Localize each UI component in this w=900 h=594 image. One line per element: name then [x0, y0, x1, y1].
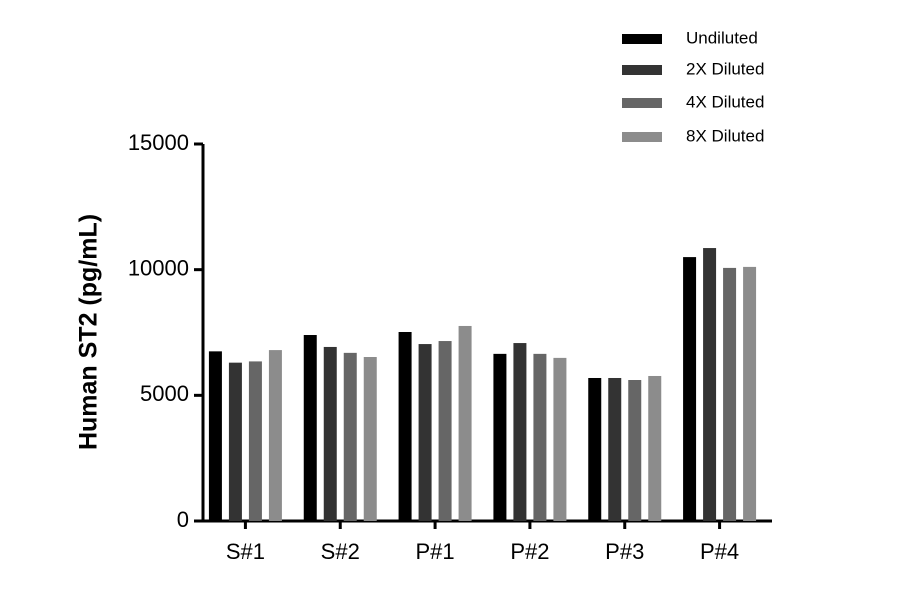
bar [533, 353, 547, 521]
y-tick-label: 15000 [128, 130, 189, 155]
y-axis-label: Human ST2 (pg/mL) [75, 214, 103, 450]
legend-label: 4X Diluted [686, 92, 764, 111]
legend-label: 2X Diluted [686, 59, 764, 78]
bar [703, 248, 717, 521]
x-tick-label: P#4 [700, 539, 739, 564]
legend-label: 8X Diluted [686, 126, 764, 145]
bar [723, 267, 737, 521]
legend-label: Undiluted [686, 28, 758, 47]
bar [418, 344, 432, 521]
x-tick-label: S#2 [321, 539, 360, 564]
bar [248, 361, 262, 521]
bar [268, 350, 282, 521]
bar [208, 351, 222, 521]
bar [743, 266, 757, 521]
legend-swatch [622, 34, 662, 44]
bar [493, 353, 507, 521]
legend-swatch [622, 132, 662, 142]
legend-swatch [622, 98, 662, 108]
legend-swatch [622, 65, 662, 75]
bar [683, 257, 697, 521]
bar [553, 357, 567, 521]
bar [458, 325, 472, 521]
bar [398, 331, 412, 521]
bar [608, 377, 622, 521]
bar [628, 380, 642, 521]
y-tick-label: 5000 [140, 381, 189, 406]
y-tick-label: 10000 [128, 255, 189, 280]
y-tick-label: 0 [177, 507, 189, 532]
bar [323, 346, 337, 521]
bar [343, 352, 357, 521]
x-tick-label: P#3 [605, 539, 644, 564]
bar [363, 357, 377, 521]
bar [438, 341, 452, 521]
x-tick-label: P#2 [510, 539, 549, 564]
x-tick-label: S#1 [226, 539, 265, 564]
bar [648, 375, 662, 521]
x-tick-label: P#1 [416, 539, 455, 564]
bar [513, 343, 527, 521]
bar [588, 377, 602, 521]
bar [303, 335, 317, 521]
bar [228, 362, 242, 521]
